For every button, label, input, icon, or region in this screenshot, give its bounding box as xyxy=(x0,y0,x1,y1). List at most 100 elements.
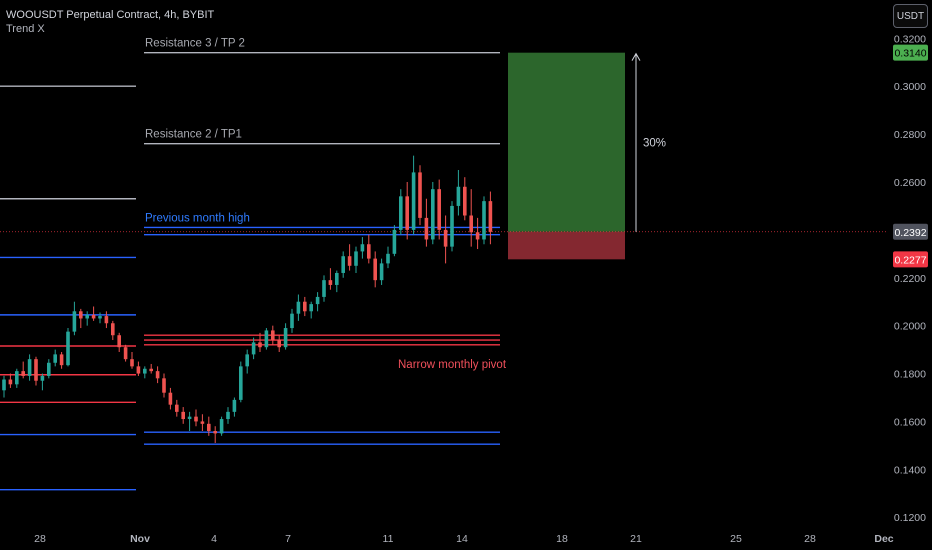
candle-body xyxy=(111,323,115,336)
candle-body xyxy=(213,431,217,434)
candle-body xyxy=(27,359,32,376)
candle-body xyxy=(155,371,160,379)
y-tick-label: 0.2600 xyxy=(894,177,926,189)
y-tick-label: 0.2800 xyxy=(894,129,926,141)
candle-body xyxy=(341,256,345,273)
candle-body xyxy=(463,186,467,216)
candle-body xyxy=(123,347,128,360)
candle-body xyxy=(418,172,422,218)
candle-body xyxy=(405,196,409,230)
price-label-box xyxy=(893,44,928,61)
candle-body xyxy=(328,280,333,285)
currency-button[interactable]: USDT xyxy=(893,4,928,28)
candle-body xyxy=(264,330,269,348)
price-label: 0.3140 xyxy=(894,48,926,60)
candle-body xyxy=(2,379,6,391)
x-tick-label: Dec xyxy=(874,533,893,545)
candle-body xyxy=(450,205,454,247)
x-tick-label: 4 xyxy=(211,533,217,545)
candle-body xyxy=(271,330,275,341)
candle-body xyxy=(207,423,211,432)
candle-body xyxy=(162,378,166,393)
price-label-box xyxy=(893,223,928,240)
x-tick-label: 11 xyxy=(383,533,394,545)
candle-body xyxy=(360,244,365,252)
candle-body xyxy=(475,232,480,240)
gain-arrow-head xyxy=(631,52,641,61)
gain-percent-label: 30% xyxy=(643,137,666,149)
candle-body xyxy=(53,354,57,363)
y-tick-label: 0.2200 xyxy=(894,273,926,285)
candle-body xyxy=(15,371,19,385)
candle-body xyxy=(411,172,416,230)
symbol-title: WOOUSDT Perpetual Contract, 4h, BYBIT xyxy=(6,9,215,21)
candle-body xyxy=(469,215,473,233)
candle-body xyxy=(335,272,339,285)
candle-body xyxy=(85,314,89,319)
candle-body xyxy=(79,311,83,319)
candle-body xyxy=(482,201,486,240)
x-tick-label: Nov xyxy=(130,533,150,545)
candle-body xyxy=(315,296,320,305)
indicator-name: Trend X xyxy=(6,23,45,35)
candle-body xyxy=(456,186,461,206)
candle-body xyxy=(379,263,384,281)
candle-body xyxy=(399,196,403,230)
candle-body xyxy=(392,229,397,254)
candle-body xyxy=(283,328,288,348)
candle-body xyxy=(21,371,25,376)
price-label: 0.2392 xyxy=(894,227,926,239)
x-tick-label: 21 xyxy=(630,533,642,545)
y-tick-label: 0.1800 xyxy=(894,369,926,381)
candle-body xyxy=(232,399,237,412)
candle-body xyxy=(424,217,429,240)
x-tick-label: 14 xyxy=(456,533,468,545)
candle-body xyxy=(239,366,243,400)
candle-body xyxy=(66,331,70,366)
profit-zone xyxy=(508,52,625,232)
y-tick-label: 0.3200 xyxy=(894,33,926,45)
candle-body xyxy=(59,354,64,366)
loss-zone xyxy=(508,231,625,260)
candle-body xyxy=(136,366,141,374)
candle-body xyxy=(431,189,435,240)
candle-body xyxy=(251,342,256,355)
candle-body xyxy=(290,313,294,329)
candle-body xyxy=(181,411,185,420)
pivot-annotation: Narrow monthly pivot xyxy=(398,359,507,371)
candle-body xyxy=(443,229,448,247)
candle-body xyxy=(386,253,390,264)
x-tick-label: 28 xyxy=(34,533,46,545)
price-label: 0.2277 xyxy=(894,254,926,266)
candle-body xyxy=(104,316,109,324)
candle-body xyxy=(303,301,307,312)
candle-body xyxy=(47,362,51,376)
x-tick-label: 28 xyxy=(804,533,816,545)
candle-body xyxy=(98,316,102,319)
candle-body xyxy=(354,251,358,266)
level-label: Previous month high xyxy=(145,212,250,224)
candle-body xyxy=(347,256,352,266)
candle-body xyxy=(168,392,173,405)
y-tick-label: 0.2000 xyxy=(894,321,926,333)
chart-header: WOOUSDT Perpetual Contract, 4h, BYBIT Tr… xyxy=(6,8,214,36)
level-label: Resistance 3 / TP 2 xyxy=(145,38,245,50)
x-tick-label: 18 xyxy=(556,533,568,545)
candle-body xyxy=(40,375,45,381)
x-tick-label: 7 xyxy=(285,533,291,545)
candle-body xyxy=(488,201,493,232)
candle-body xyxy=(277,340,281,348)
y-tick-label: 0.3000 xyxy=(894,81,926,93)
candle-body xyxy=(130,359,134,367)
candle-body xyxy=(143,368,147,374)
candle-body xyxy=(373,258,377,281)
candle-body xyxy=(296,301,301,314)
level-label: Resistance 2 / TP1 xyxy=(145,129,242,141)
y-tick-label: 0.1400 xyxy=(894,464,926,476)
candle-body xyxy=(194,416,198,422)
candle-body xyxy=(309,304,313,312)
price-label-box xyxy=(893,251,928,268)
candle-body xyxy=(8,379,13,385)
candle-body xyxy=(437,189,441,230)
